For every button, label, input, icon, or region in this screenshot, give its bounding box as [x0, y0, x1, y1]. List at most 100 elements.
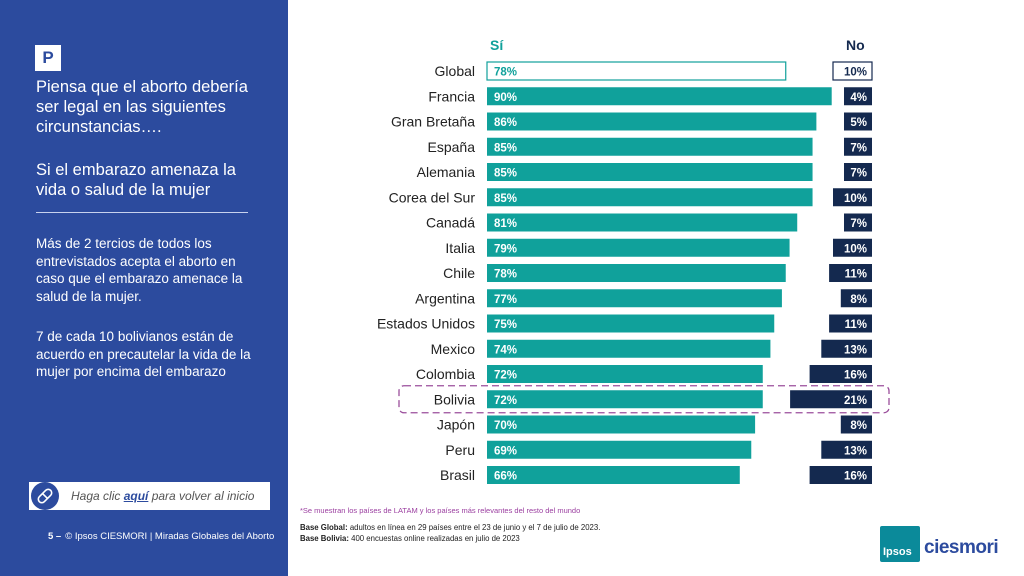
no-value-label: 16% — [844, 471, 867, 483]
category-label: Corea del Sur — [389, 189, 476, 205]
yes-value-label: 85% — [494, 168, 517, 180]
yes-value-label: 86% — [494, 117, 517, 129]
yes-value-label: 85% — [494, 142, 517, 154]
no-value-label: 10% — [844, 193, 867, 205]
yes-value-label: 69% — [494, 445, 517, 457]
no-value-label: 16% — [844, 370, 867, 382]
no-bar — [844, 137, 872, 156]
no-value-label: 13% — [844, 445, 867, 457]
no-bar — [840, 289, 872, 308]
yes-value-label: 85% — [494, 193, 517, 205]
yes-bar — [487, 415, 756, 434]
yes-bar — [487, 314, 775, 333]
no-value-label: 7% — [850, 218, 867, 230]
insight-text-1: Más de 2 tercios de todos los entrevista… — [36, 236, 243, 304]
category-label: Francia — [428, 88, 475, 104]
category-label: Japón — [437, 417, 475, 433]
yes-bar — [487, 112, 817, 131]
yes-bar — [487, 264, 786, 282]
yes-bar — [487, 213, 798, 232]
no-bar — [833, 238, 872, 257]
no-bar — [844, 163, 872, 181]
category-label: Bolivia — [434, 391, 475, 407]
insight-text-2: 7 de cada 10 bolivianos están de acuerdo… — [36, 329, 251, 379]
no-bar — [844, 112, 872, 131]
category-label: Mexico — [431, 341, 476, 357]
no-bar — [840, 415, 872, 434]
category-label: Argentina — [415, 290, 475, 306]
page-footer: 5 – © Ipsos CIESMORI | Miradas Globales d… — [48, 531, 274, 542]
no-value-label: 13% — [844, 344, 867, 356]
yes-bar — [487, 440, 752, 459]
sidebar-panel: P Piensa que el aborto debería ser legal… — [0, 0, 288, 576]
no-value-label: 5% — [850, 117, 867, 129]
no-bar — [809, 466, 872, 484]
category-label: Global — [435, 63, 475, 79]
yes-bar — [487, 163, 813, 181]
no-value-label: 10% — [844, 243, 867, 255]
yes-value-label: 78% — [494, 67, 517, 79]
yes-value-label: 81% — [494, 218, 517, 230]
no-bar — [844, 213, 872, 232]
yes-bar — [487, 466, 740, 484]
category-label: Colombia — [416, 366, 475, 382]
yes-value-label: 66% — [494, 471, 517, 483]
here-link[interactable]: aquí — [123, 489, 149, 503]
yes-bar — [487, 188, 813, 207]
yes-value-label: 72% — [494, 395, 517, 407]
question-text: Piensa que el aborto debería ser legal e… — [36, 78, 248, 136]
ipsos-logo: Ipsos — [880, 526, 920, 562]
yes-bar — [487, 238, 790, 257]
no-value-label: 11% — [845, 319, 867, 331]
yes-value-label: 77% — [494, 294, 517, 306]
no-bar — [809, 365, 872, 383]
category-label: Canadá — [426, 215, 475, 231]
no-bar — [821, 339, 872, 358]
back-to-start-link[interactable]: Haga clic aquí para volver al inicio — [29, 482, 270, 510]
category-label: España — [428, 139, 476, 155]
question-badge: P — [35, 45, 61, 71]
yes-value-label: 74% — [494, 344, 517, 356]
category-label: Gran Bretaña — [391, 114, 475, 130]
no-bar — [844, 87, 872, 106]
yes-bar — [486, 61, 787, 81]
pill-icon — [31, 482, 59, 510]
category-label: Italia — [445, 240, 475, 256]
base-bolivia: Base Bolivia: 400 encuestas online reali… — [300, 534, 520, 543]
yes-bar — [487, 365, 763, 383]
category-label: Peru — [445, 442, 475, 458]
yes-bar — [487, 339, 771, 358]
back-link-text[interactable]: Haga clic aquí para volver al inicio — [71, 489, 255, 503]
no-value-label: 10% — [844, 67, 867, 79]
yes-column-header: Sí — [490, 37, 504, 53]
yes-bar — [487, 289, 782, 308]
yes-bar — [487, 87, 832, 106]
no-bar — [821, 440, 872, 459]
category-label: Chile — [443, 265, 475, 281]
page-number: 5 – — [48, 531, 62, 542]
no-bar — [790, 390, 872, 409]
no-value-label: 7% — [850, 168, 867, 180]
yes-value-label: 70% — [494, 420, 517, 432]
question-condition: Si el embarazo amenaza la vida o salud d… — [36, 161, 236, 199]
no-bar — [829, 314, 872, 333]
no-value-label: 7% — [850, 142, 867, 154]
category-label: Brasil — [440, 467, 475, 483]
no-bar — [832, 61, 873, 81]
sidebar-divider — [36, 212, 248, 213]
no-bar — [833, 188, 872, 207]
yes-value-label: 75% — [494, 319, 517, 331]
no-column-header: No — [846, 37, 865, 53]
yes-value-label: 79% — [494, 243, 517, 255]
yes-bar — [487, 390, 763, 409]
no-bar — [829, 264, 872, 282]
no-value-label: 11% — [845, 269, 867, 281]
yes-bar — [487, 137, 813, 156]
footer-credit: © Ipsos CIESMORI | Miradas Globales del … — [65, 531, 275, 542]
highlight-frame-bolivia — [398, 385, 890, 414]
category-label: Alemania — [417, 164, 476, 180]
no-value-label: 8% — [850, 294, 867, 306]
chart-note: *Se muestran los países de LATAM y los p… — [300, 506, 581, 515]
